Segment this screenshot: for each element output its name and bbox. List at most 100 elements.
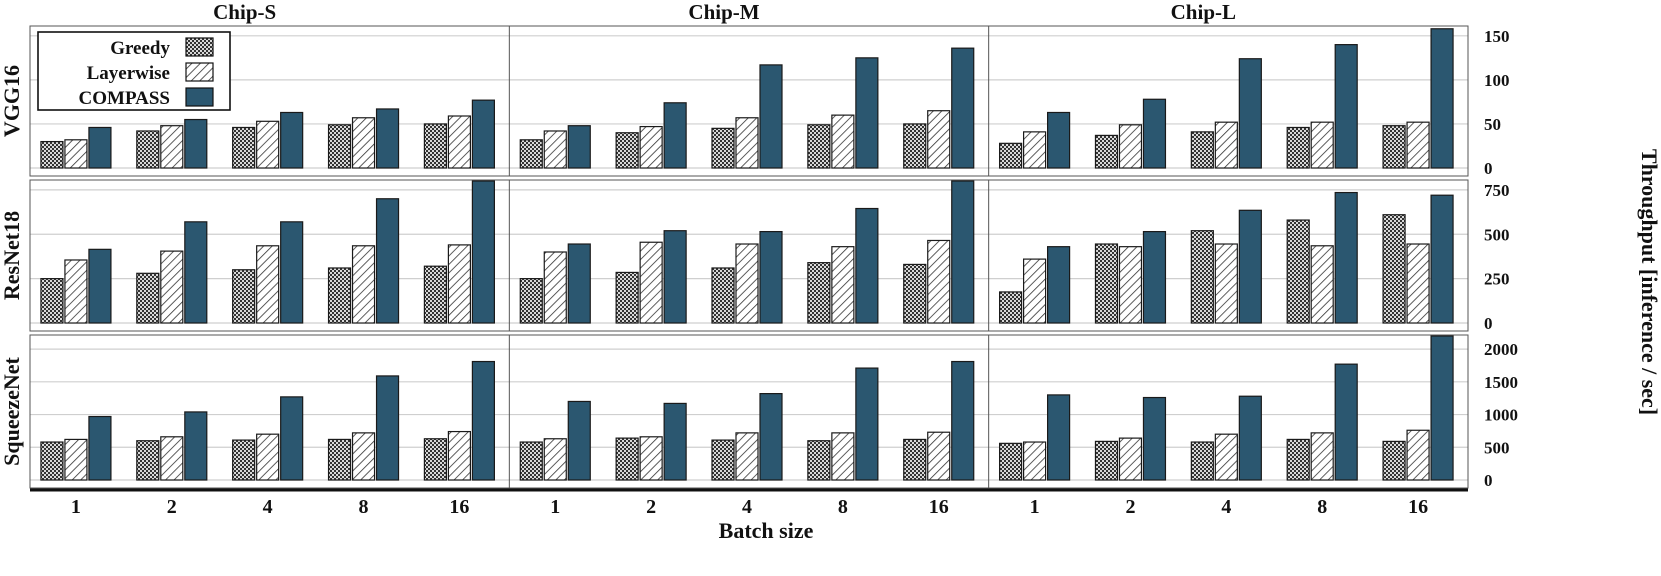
row-label: SqueezeNet <box>0 356 24 465</box>
bar-greedy <box>232 439 256 481</box>
bar-compass <box>1238 209 1262 324</box>
bar-compass <box>1430 194 1454 324</box>
bar-compass <box>280 221 304 324</box>
bar-greedy <box>327 438 352 481</box>
bar-greedy <box>136 130 160 169</box>
row-frame <box>29 25 1469 177</box>
bar-compass <box>184 118 208 169</box>
bar-greedy <box>136 272 160 324</box>
bar-compass <box>855 367 879 481</box>
y-axis-label: Throughput [inference / sec] <box>1637 149 1661 415</box>
bar-greedy <box>998 291 1023 324</box>
bar-greedy <box>1286 438 1310 481</box>
legend-swatch-greedy <box>185 37 214 57</box>
bar-compass <box>1142 230 1167 324</box>
bar-greedy <box>903 438 927 481</box>
bar-layerwise <box>831 246 855 324</box>
x-tick-label: 16 <box>449 496 469 518</box>
bar-greedy <box>807 440 831 481</box>
bar-compass <box>567 400 591 481</box>
bar-greedy <box>519 278 543 324</box>
bar-greedy <box>903 263 927 324</box>
x-tick-label: 4 <box>742 496 752 518</box>
bar-layerwise <box>927 110 951 169</box>
bar-greedy <box>807 262 831 324</box>
column-title: Chip-M <box>688 0 759 24</box>
bar-layerwise <box>351 117 376 169</box>
bar-layerwise <box>1310 245 1334 324</box>
y-tick-label: 500 <box>1484 438 1510 457</box>
bar-greedy <box>998 142 1023 169</box>
bar-compass <box>1430 335 1454 481</box>
bar-compass <box>951 47 975 169</box>
bar-layerwise <box>543 438 567 481</box>
bar-greedy <box>711 439 735 481</box>
y-tick-label: 0 <box>1484 159 1493 178</box>
bar-greedy <box>1190 441 1214 481</box>
bar-layerwise <box>831 432 855 481</box>
legend-label-compass: COMPASS <box>79 88 170 109</box>
bar-compass <box>375 375 400 481</box>
column-title: Chip-L <box>1171 0 1236 24</box>
bar-compass <box>759 393 783 481</box>
y-tick-label: 0 <box>1484 471 1493 490</box>
bar-layerwise <box>256 245 280 324</box>
y-tick-label: 2000 <box>1484 340 1518 359</box>
bar-compass <box>1238 395 1262 481</box>
bar-layerwise <box>1118 124 1143 169</box>
x-tick-label: 2 <box>1125 496 1135 518</box>
y-tick-label: 150 <box>1484 27 1510 46</box>
legend-label-greedy: Greedy <box>110 38 170 59</box>
bar-layerwise <box>639 241 663 324</box>
bar-layerwise <box>160 436 184 481</box>
bar-compass <box>1046 246 1071 324</box>
bar-layerwise <box>735 117 759 169</box>
bar-greedy <box>1286 219 1310 324</box>
bar-layerwise <box>735 243 759 324</box>
bar-layerwise <box>1406 243 1430 324</box>
bar-layerwise <box>1214 243 1238 324</box>
bar-compass <box>663 102 687 169</box>
bar-layerwise <box>543 251 567 324</box>
bar-greedy <box>136 440 160 481</box>
x-tick-label: 8 <box>359 496 369 518</box>
x-tick-label: 16 <box>929 496 949 518</box>
x-tick-label: 16 <box>1408 496 1428 518</box>
bar-layerwise <box>639 436 663 481</box>
y-tick-label: 1000 <box>1484 406 1518 425</box>
bar-greedy <box>1094 243 1119 324</box>
column-title: Chip-S <box>213 0 276 24</box>
bar-greedy <box>423 265 447 324</box>
bar-layerwise <box>927 431 951 481</box>
bar-greedy <box>423 123 447 169</box>
bar-compass <box>184 411 208 481</box>
bar-layerwise <box>831 114 855 169</box>
bar-greedy <box>232 126 256 169</box>
bar-layerwise <box>927 239 951 324</box>
bar-compass <box>280 396 304 481</box>
bar-compass <box>471 180 495 324</box>
bar-layerwise <box>735 432 759 481</box>
bar-layerwise <box>1310 121 1334 169</box>
bar-compass <box>663 402 687 481</box>
bar-greedy <box>1190 131 1214 169</box>
bar-layerwise <box>160 250 184 324</box>
bar-layerwise <box>447 430 471 481</box>
x-tick-label: 1 <box>71 496 81 518</box>
bar-compass <box>1142 396 1167 481</box>
bar-compass <box>567 243 591 324</box>
bar-greedy <box>327 124 352 169</box>
x-tick-label: 8 <box>1317 496 1327 518</box>
bar-layerwise <box>1214 121 1238 169</box>
bar-layerwise <box>639 125 663 169</box>
bar-layerwise <box>1406 429 1430 481</box>
row-label: VGG16 <box>0 65 24 137</box>
bar-greedy <box>1094 134 1119 169</box>
bar-greedy <box>423 438 447 481</box>
legend-swatch-compass <box>185 87 214 107</box>
y-tick-label: 100 <box>1484 71 1510 90</box>
bar-greedy <box>615 437 639 481</box>
bar-compass <box>759 64 783 169</box>
bar-layerwise <box>64 139 88 169</box>
